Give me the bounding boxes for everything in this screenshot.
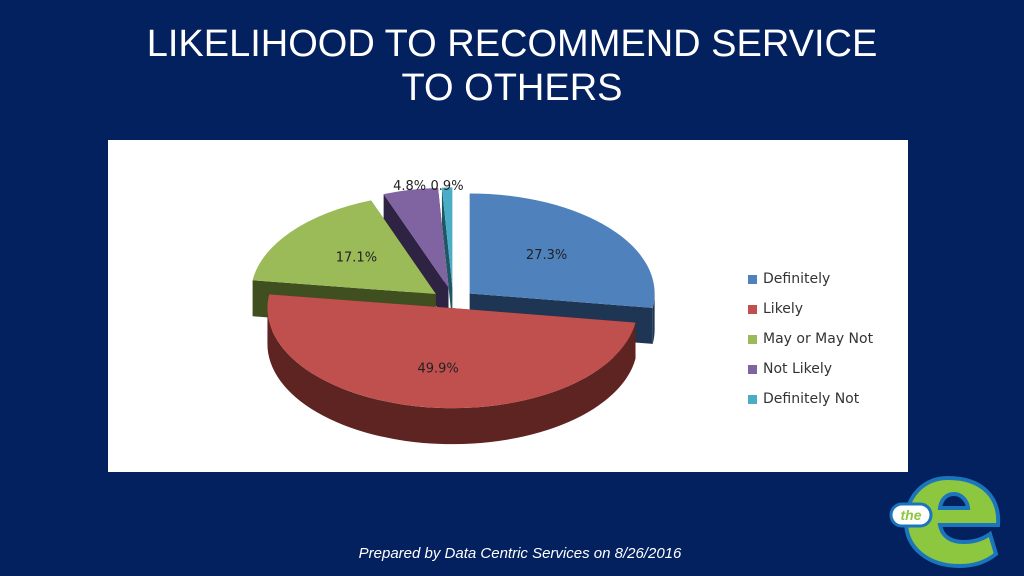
- pie-slice-definitely-not: [441, 187, 453, 324]
- title-line-1: LIKELIHOOD TO RECOMMEND SERVICE: [146, 23, 878, 65]
- legend-item: May or May Not: [748, 324, 873, 354]
- legend-item: Not Likely: [748, 354, 873, 384]
- slice-top: [252, 200, 436, 294]
- chart-panel: 27.3% 49.9% 17.1% 4.8% 0.9% Definitely Likely…: [108, 140, 908, 472]
- legend-label: Definitely Not: [763, 391, 860, 407]
- legend-label: Not Likely: [763, 361, 833, 377]
- slice-wall: [441, 187, 453, 324]
- chart-legend: Definitely Likely May or May Not Not Likely…: [748, 264, 873, 414]
- legend-label: Definitely: [763, 271, 831, 287]
- data-label: 27.3%: [526, 248, 567, 263]
- slice-top: [469, 193, 655, 308]
- slice-side: [267, 308, 636, 445]
- data-label: 17.1%: [336, 250, 377, 265]
- title-line-2: TO OTHERS: [401, 67, 623, 109]
- legend-item: Definitely: [748, 264, 873, 294]
- slice-top: [267, 294, 636, 409]
- slice-side: [652, 293, 655, 344]
- slide-title: LIKELIHOOD TO RECOMMEND SERVICE TO OTHER…: [0, 22, 1024, 110]
- legend-item: Definitely Not: [748, 384, 873, 414]
- slice-top: [441, 187, 453, 288]
- legend-swatch: [748, 394, 757, 404]
- data-label: 0.9%: [431, 179, 464, 194]
- pie-slice-likely: [267, 294, 636, 445]
- svg-text:the: the: [901, 507, 922, 523]
- legend-swatch: [748, 274, 757, 284]
- pie-chart: 27.3% 49.9% 17.1% 4.8% 0.9%: [252, 179, 655, 445]
- legend-swatch: [748, 304, 757, 314]
- legend-label: May or May Not: [763, 331, 874, 347]
- data-label: 4.8%: [393, 179, 426, 194]
- legend-item: Likely: [748, 294, 873, 324]
- legend-swatch: [748, 364, 757, 374]
- footer-text: Prepared by Data Centric Services on 8/2…: [358, 545, 682, 562]
- the-e-logo: the: [889, 475, 1001, 569]
- legend-label: Likely: [763, 301, 804, 317]
- legend-swatch: [748, 334, 757, 344]
- data-label: 49.9%: [417, 362, 458, 377]
- slice-top: [383, 187, 449, 288]
